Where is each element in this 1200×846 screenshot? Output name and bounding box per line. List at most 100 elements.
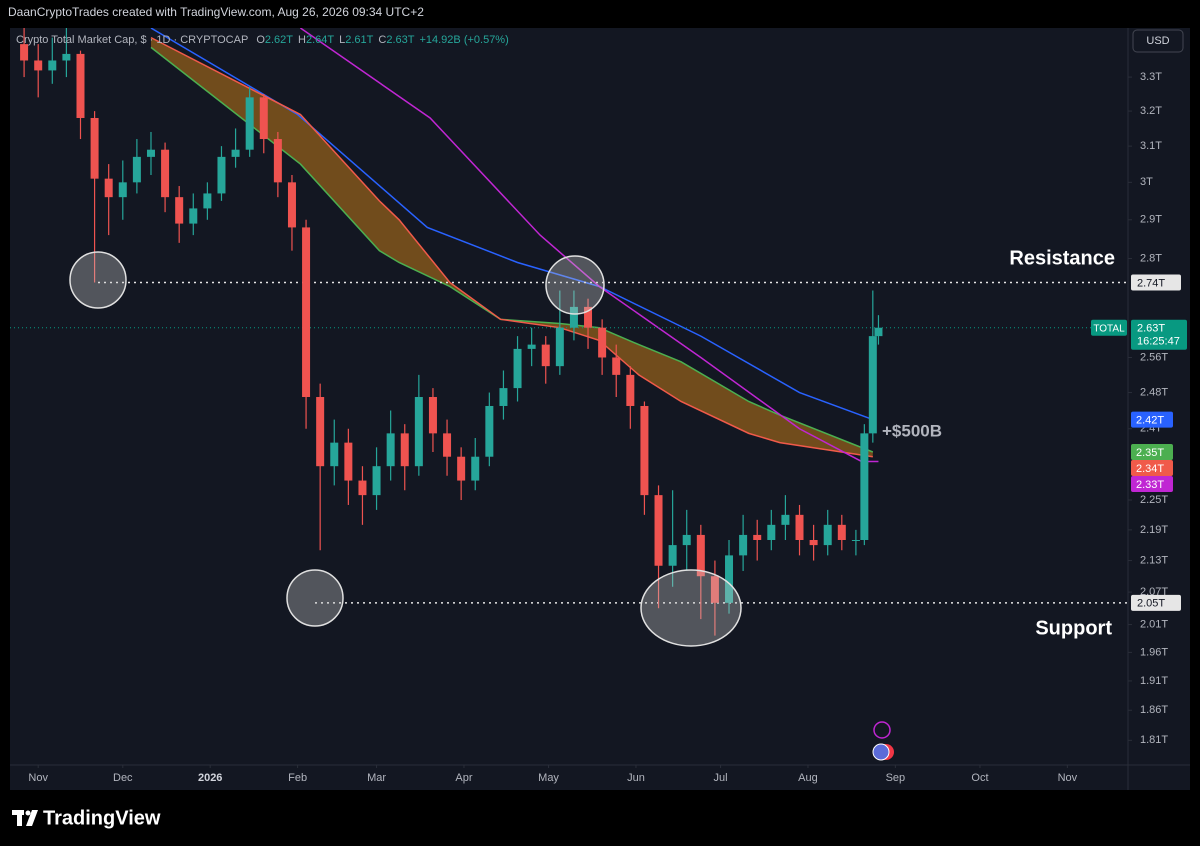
logo-part	[26, 810, 38, 826]
candle-body	[344, 442, 353, 481]
ma-badge-label: 2.35T	[1136, 447, 1164, 459]
candle-body	[874, 327, 883, 337]
last-name: TOTAL	[1093, 323, 1125, 334]
ribbon	[150, 37, 873, 457]
level-badge-label: 2.74T	[1137, 277, 1165, 289]
legend-key: H	[298, 34, 306, 46]
x-tick-label: Feb	[288, 772, 307, 784]
level-name: Resistance	[1009, 247, 1115, 269]
ma-badge	[1131, 444, 1173, 461]
ma-badge	[1131, 460, 1173, 477]
y-tick-label: 1.86T	[1140, 704, 1168, 716]
last-price-badge	[1131, 319, 1187, 350]
candle-body	[34, 60, 43, 71]
y-tick-label: 3.2T	[1140, 105, 1162, 117]
chart-panel	[10, 28, 1190, 790]
candle-body	[428, 397, 437, 434]
countdown: 16:25:47	[1137, 336, 1180, 348]
logo-part	[25, 810, 31, 816]
x-tick-label: Oct	[971, 772, 988, 784]
currency-button[interactable]	[1132, 29, 1184, 53]
y-tick-label: 2.13T	[1140, 554, 1168, 566]
candle-body	[104, 178, 113, 198]
x-tick-label: Nov	[1058, 772, 1078, 784]
circle	[69, 251, 127, 309]
candle-body	[76, 53, 85, 118]
y-tick-label: 3.1T	[1140, 140, 1162, 152]
candle-body	[146, 149, 155, 157]
x-tick-label: May	[538, 772, 559, 784]
candle-body	[217, 156, 226, 194]
candle-body	[868, 336, 877, 434]
candle-body	[598, 327, 607, 358]
legend-value: 2.64T	[306, 34, 334, 46]
candle-body	[118, 182, 127, 198]
x-tick-label: Nov	[28, 772, 48, 784]
candle-body	[358, 480, 367, 496]
candle-body	[668, 545, 677, 566]
y-tick-label: 2.25T	[1140, 494, 1168, 506]
candle-body	[400, 433, 409, 467]
legend-title: Crypto Total Market Cap, $ · 1D · CRYPTO…	[16, 34, 248, 46]
y-tick-label: 1.96T	[1140, 646, 1168, 658]
candle-body	[386, 433, 395, 467]
candle-body	[316, 397, 325, 467]
candle-body	[62, 53, 71, 61]
y-tick-label: 3T	[1140, 176, 1153, 188]
moving-average	[150, 28, 874, 421]
y-tick-label: 2.56T	[1140, 351, 1168, 363]
candle-body	[725, 555, 734, 603]
candle-body	[710, 576, 719, 603]
last-name-badge	[1091, 319, 1127, 336]
candle-body	[90, 117, 99, 179]
header-text: DaanCryptoTrades created with TradingVie…	[8, 5, 424, 19]
candle-body	[443, 433, 452, 457]
brand: TradingView	[43, 807, 161, 829]
circle	[545, 255, 605, 315]
annotation: +$500B	[882, 421, 942, 440]
candle-body	[471, 456, 480, 481]
legend: Crypto Total Market Cap, $ · 1D · CRYPTO…	[16, 34, 509, 46]
candle-body	[203, 193, 212, 209]
y-tick-label: 3.3T	[1140, 71, 1162, 83]
moving-average	[299, 28, 879, 463]
ma-badge-label: 2.34T	[1136, 463, 1164, 475]
y-tick-label: 2.48T	[1140, 386, 1168, 398]
candle-body	[245, 97, 254, 150]
candle-body	[513, 348, 522, 389]
y-tick-label: 1.91T	[1140, 675, 1168, 687]
candle-body	[696, 534, 705, 577]
axes: 1.81T1.86T1.91T1.96T2.01T2.07T2.13T2.19T…	[28, 71, 1187, 784]
x-tick-label: Jun	[627, 772, 645, 784]
y-tick-label: 2.9T	[1140, 214, 1162, 226]
legend-change: +14.92B (+0.57%)	[419, 34, 508, 46]
highlight-circles	[69, 251, 742, 647]
y-tick-label: 2.19T	[1140, 524, 1168, 536]
candle-body	[527, 344, 536, 349]
x-tick-label: Aug	[798, 772, 818, 784]
icon	[873, 721, 891, 739]
candle-body	[860, 433, 869, 541]
candle-body	[851, 540, 860, 542]
legend-value: 2.63T	[386, 34, 414, 46]
candle-body	[809, 540, 818, 546]
candle-body	[161, 149, 170, 198]
currency-label[interactable]: USD	[1146, 35, 1169, 47]
candle-body	[273, 139, 282, 183]
x-tick-label: Dec	[113, 772, 133, 784]
candle-body	[682, 534, 691, 546]
candle-body	[837, 524, 846, 541]
legend-value: 2.62T	[265, 34, 293, 46]
x-tick-label: Sep	[886, 772, 906, 784]
candle-body	[259, 97, 268, 140]
candle-body	[175, 197, 184, 224]
ellipse	[640, 569, 742, 647]
legend-value: 2.61T	[345, 34, 373, 46]
last-price-label: 2.63T	[1137, 323, 1165, 335]
candle-body	[795, 514, 804, 541]
candle-body	[640, 405, 649, 496]
x-tick-label: 2026	[198, 772, 222, 784]
candle-body	[372, 466, 381, 496]
level-name: Support	[1035, 617, 1112, 639]
